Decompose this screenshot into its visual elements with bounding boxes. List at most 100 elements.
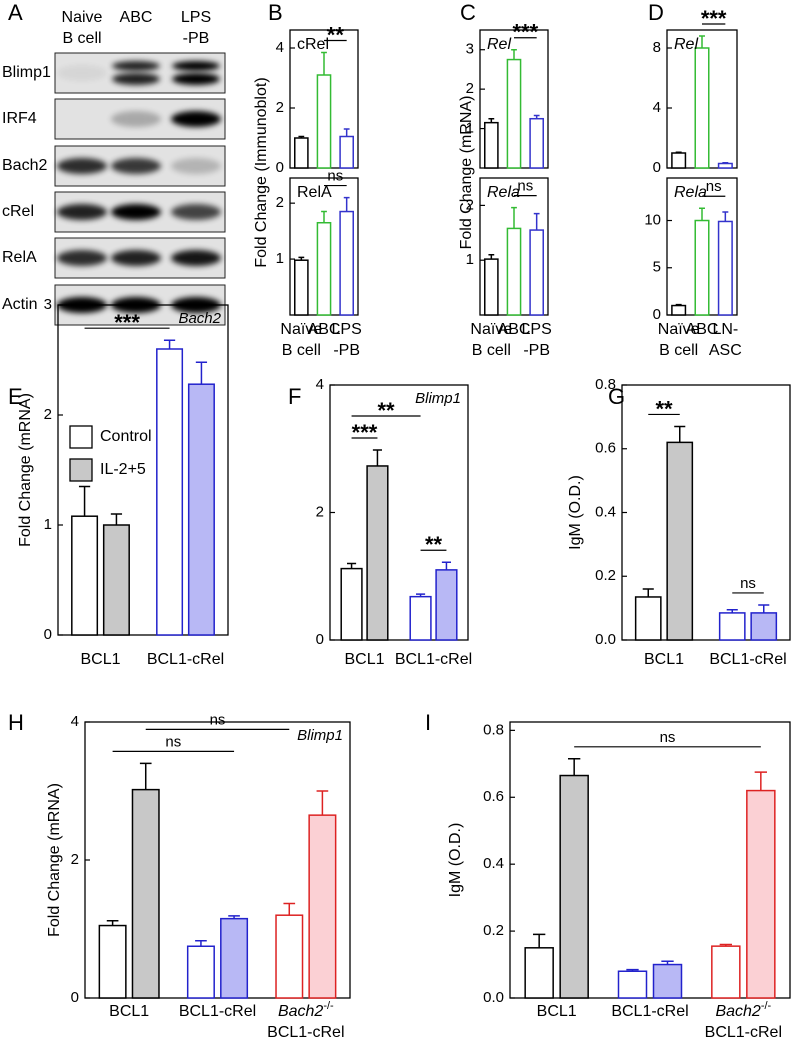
y-tick-label: 1 [466,251,474,268]
error-bar [758,604,770,613]
y-axis-label: Fold Change (mRNA) [458,96,475,250]
y-tick-label: 0.8 [595,376,616,393]
y-tick-label: 2 [466,196,474,213]
bar [506,227,522,316]
panel-label: D [648,0,664,25]
x-tick-label: LPS [332,321,362,338]
band [57,65,107,81]
y-tick-label: 10 [644,211,661,228]
x-tick-label: BCL1-cRel [267,1024,344,1041]
bar [316,74,332,169]
error-bar [754,771,767,791]
x-tick-label: BCL1 [537,1003,577,1020]
x-tick-label: Naïve [658,321,700,338]
panel-label: E [8,384,23,409]
x-tick-label: BCL1-cRel [179,1003,256,1020]
error-bar [321,51,327,75]
error-bar [228,915,240,919]
panel-label: B [268,0,283,25]
bar [746,789,776,999]
band [171,158,221,174]
bar [220,917,249,999]
significance-label: ns [706,178,722,195]
panel-label: G [608,384,625,409]
plot-frame [509,721,791,999]
bar [484,121,499,169]
x-tick-label: B cell [472,342,511,359]
band [111,204,161,220]
x-tick-label: BCL1 [80,651,120,668]
error-bar [511,206,517,229]
bar [750,612,778,641]
y-tick-label: 1 [276,250,284,267]
significance-label: ns [210,711,226,728]
bar [506,58,522,169]
category-italic: Bach2 [278,1003,323,1020]
x-tick-label: BCL1 [644,651,684,668]
x-tick-label: -PB [523,342,550,359]
error-bar [533,212,540,231]
row-label: Blimp1 [2,64,51,81]
y-tick-label: 0.4 [483,855,504,872]
legend-label: Control [100,428,152,445]
subplot-title: Rela [487,184,520,201]
significance-label: ns [517,178,533,195]
significance-label: *** [512,20,538,45]
bar [435,569,458,641]
x-tick-label: Naïve [470,321,512,338]
bar [409,595,432,641]
y-axis-label: IgM (O.D.) [567,475,584,550]
bar [308,814,337,999]
error-bar [416,593,426,597]
legend-swatch [69,425,93,449]
y-tick-label: 2 [466,80,474,97]
lane-label: LPS [181,9,211,26]
x-tick-label: B cell [282,342,321,359]
y-tick-label: 0 [71,989,79,1006]
error-bar [298,135,305,138]
lane-label: -PB [183,30,210,47]
y-tick-label: 0.8 [483,721,504,738]
y-tick-label: 4 [653,99,661,116]
bar [617,970,648,999]
bar [652,963,683,999]
y-axis-label: IgM (O.D.) [447,823,464,898]
x-tick-label: ASC [709,342,742,359]
x-tick-label: BCL1-cRel [395,651,472,668]
bar [524,947,554,999]
significance-label: ** [327,22,345,47]
bar [671,304,687,316]
category-superscript: -/- [323,1000,334,1012]
error-bar [298,256,305,261]
y-axis-label: Fold Change (mRNA) [46,783,63,937]
x-tick-label: B cell [659,342,698,359]
error-bar [283,902,296,916]
error-bar [163,339,176,349]
category-italic: Bach2 [715,1003,760,1020]
y-tick-label: 8 [653,39,661,56]
x-tick-label: -PB [333,342,360,359]
y-tick-label: 2 [44,406,52,423]
bar [102,524,130,636]
y-axis-label: Fold Change (Immunoblot) [253,77,270,267]
chart-title: Blimp1 [297,727,343,744]
panel-label: H [8,710,24,735]
y-axis-label: Fold Change (mRNA) [17,393,34,547]
band [171,111,221,127]
error-bar [661,960,674,965]
error-bar [675,151,682,153]
significance-label: ** [425,532,443,557]
bar [717,162,733,169]
bar [98,924,127,999]
bar [316,221,332,316]
subplot-title: Rel [674,36,698,53]
y-tick-label: 3 [466,41,474,58]
error-bar [674,425,686,443]
subplot-title: RelA [297,184,332,201]
band [111,250,161,266]
bar [694,219,710,316]
bar [529,229,544,316]
bar [156,348,184,636]
row-label: cRel [2,203,34,220]
band [57,250,107,266]
